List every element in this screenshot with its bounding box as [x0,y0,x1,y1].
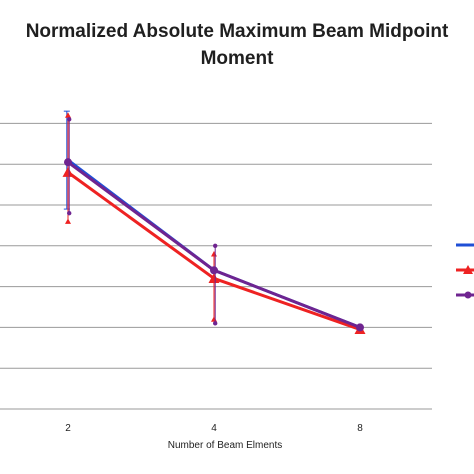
data-point-1-1 [208,272,220,283]
error-cap-2-0-0 [67,210,72,216]
x-tick-label-4: 4 [211,423,217,434]
x-tick-label-2: 2 [65,423,71,434]
chart-title-line-2: Moment [200,48,274,69]
error-cap-2-0-1 [67,117,72,122]
chart-title-line-1: Normalized Absolute Maximum Beam Midpoin… [25,21,449,42]
error-cap-1-0-1 [65,112,71,118]
legend-marker-2 [464,291,472,299]
error-cap-2-1-0 [213,321,218,326]
error-cap-1-1-0 [211,316,217,322]
data-point-2-0 [64,158,72,167]
x-axis-label: Number of Beam Elments [168,440,283,451]
legend-marker-1 [463,265,473,274]
series-0 [63,110,361,329]
data-point-1-0 [62,166,74,177]
data-point-2-2 [356,323,364,332]
series-2 [64,117,364,332]
x-tick-label-8: 8 [357,423,363,434]
series-layer [62,110,366,334]
legend [456,243,474,299]
data-point-2-1 [210,266,218,275]
error-cap-1-0-0 [65,218,71,224]
error-cap-2-1-1 [213,243,218,248]
chart-title: Normalized Absolute Maximum Beam Midpoin… [0,18,474,72]
series-1 [62,112,366,334]
x-tick-labels: 2 4 8 [65,423,363,434]
error-cap-1-1-1 [211,250,217,257]
gridlines [0,122,432,410]
